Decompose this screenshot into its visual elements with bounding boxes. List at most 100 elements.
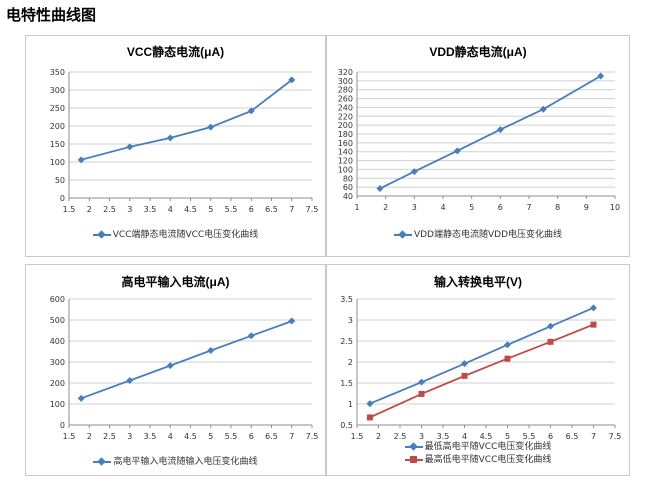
legend-entry: 最高低电平随VCC电压变化曲线 bbox=[327, 454, 629, 467]
data-point bbox=[418, 378, 425, 386]
y-tick-label: 2.5 bbox=[340, 337, 353, 346]
x-tick-label: 6 bbox=[498, 203, 503, 212]
chart-legend: 高电平输入电流随输入电压变化曲线 bbox=[26, 456, 325, 469]
x-tick-label: 5 bbox=[208, 205, 213, 214]
y-tick-label: 80 bbox=[343, 174, 353, 183]
chart-plot-area: 0 100 200 300 400 500 600 1.5 2 2.5 3 3.5 4 4.5 5 5.5 6 6… bbox=[50, 295, 319, 441]
x-tick-label: 8 bbox=[555, 203, 560, 212]
y-tick-label: 100 bbox=[338, 165, 353, 174]
legend-swatch bbox=[404, 442, 423, 451]
data-point bbox=[126, 143, 134, 151]
data-point bbox=[539, 105, 547, 113]
x-tick-label: 7.5 bbox=[609, 432, 622, 441]
data-point bbox=[366, 414, 373, 421]
legend-label: 最低高电平随VCC电压变化曲线 bbox=[424, 442, 552, 452]
legend-swatch bbox=[393, 230, 412, 239]
legend-entry: 高电平输入电流随输入电压变化曲线 bbox=[26, 456, 325, 469]
chart-legend: VCC端静态电流随VCC电压变化曲线 bbox=[26, 229, 325, 242]
x-tick-label: 10 bbox=[610, 203, 620, 212]
x-tick-label: 4 bbox=[440, 203, 445, 212]
chart-plot-area: 0.5 1 1.5 2 2.5 3 3.5 1.5 2 2.5 3 3.5 4 4.5 5 5.5 6 6.5 7 7… bbox=[340, 295, 622, 441]
chart-panel-vdd-quiescent-current: VDD静态电流(μA) 40 60 80 100 120 140 160 180 200 220 2… bbox=[326, 35, 630, 257]
x-tick-label: 6.5 bbox=[265, 205, 278, 214]
y-tick-label: 120 bbox=[338, 157, 353, 166]
x-tick-label: 1 bbox=[354, 203, 359, 212]
data-point bbox=[504, 355, 511, 362]
x-tick-label: 6 bbox=[249, 432, 254, 441]
x-tick-label: 1.5 bbox=[351, 432, 364, 441]
y-tick-label: 100 bbox=[50, 158, 65, 167]
x-tick-label: 2.5 bbox=[394, 432, 407, 441]
y-tick-label: 200 bbox=[338, 121, 353, 130]
chart-panel-vcc-quiescent-current: VCC静态电流(μA) 0 50 100 150 200 250 300 350 1.5 2 2.5… bbox=[25, 35, 326, 257]
x-tick-label: 3.5 bbox=[144, 205, 157, 214]
chart-legend: VDD端静态电流随VDD电压变化曲线 bbox=[327, 229, 629, 242]
data-point bbox=[410, 168, 418, 176]
legend-swatch bbox=[404, 455, 423, 464]
y-tick-label: 320 bbox=[338, 68, 353, 77]
x-tick-label: 7.5 bbox=[306, 432, 319, 441]
x-tick-label: 3 bbox=[412, 203, 417, 212]
data-point bbox=[77, 156, 85, 164]
x-tick-label: 5 bbox=[505, 432, 510, 441]
x-tick-label: 5 bbox=[469, 203, 474, 212]
y-tick-label: 60 bbox=[343, 183, 353, 192]
data-point bbox=[590, 304, 597, 312]
data-point bbox=[461, 360, 468, 368]
data-point bbox=[590, 321, 597, 328]
x-tick-label: 7 bbox=[289, 205, 294, 214]
data-point bbox=[547, 322, 554, 330]
x-tick-label: 2 bbox=[376, 432, 381, 441]
data-point bbox=[126, 376, 134, 384]
legend-swatch bbox=[92, 230, 111, 239]
y-tick-label: 500 bbox=[50, 316, 65, 325]
x-tick-label: 9 bbox=[584, 203, 589, 212]
y-tick-label: 600 bbox=[50, 295, 65, 304]
data-point bbox=[496, 126, 504, 134]
x-tick-label: 6 bbox=[249, 205, 254, 214]
y-tick-label: 280 bbox=[338, 86, 353, 95]
y-tick-label: 240 bbox=[338, 103, 353, 112]
x-tick-label: 5.5 bbox=[225, 432, 238, 441]
y-tick-label: 300 bbox=[338, 77, 353, 86]
chart-panel-high-level-input-current: 高电平输入电流(μA) 0 100 200 300 400 500 600 1.5 2 2.5 3 3… bbox=[25, 264, 326, 476]
data-point bbox=[207, 346, 215, 354]
y-tick-label: 200 bbox=[50, 122, 65, 131]
x-tick-label: 6.5 bbox=[566, 432, 579, 441]
x-tick-label: 7.5 bbox=[306, 205, 319, 214]
legend-swatch bbox=[93, 457, 112, 466]
y-tick-label: 150 bbox=[50, 140, 65, 149]
data-point bbox=[376, 184, 384, 192]
y-tick-label: 140 bbox=[338, 148, 353, 157]
x-tick-label: 2 bbox=[87, 432, 92, 441]
x-tick-label: 4.5 bbox=[480, 432, 493, 441]
y-tick-label: 40 bbox=[343, 192, 353, 201]
data-point bbox=[418, 390, 425, 397]
y-tick-label: 350 bbox=[50, 68, 65, 77]
legend-label: VDD端静态电流随VDD电压变化曲线 bbox=[413, 230, 563, 240]
x-tick-label: 1.5 bbox=[63, 205, 76, 214]
y-tick-label: 400 bbox=[50, 337, 65, 346]
data-point bbox=[247, 107, 255, 115]
x-tick-label: 4 bbox=[168, 432, 173, 441]
series-line bbox=[80, 320, 293, 400]
legend-label: 最高低电平随VCC电压变化曲线 bbox=[424, 455, 552, 465]
y-tick-label: 260 bbox=[338, 95, 353, 104]
legend-entry: VCC端静态电流随VCC电压变化曲线 bbox=[26, 229, 325, 242]
y-tick-label: 100 bbox=[50, 400, 65, 409]
x-tick-label: 4 bbox=[462, 432, 467, 441]
x-tick-label: 1.5 bbox=[63, 432, 76, 441]
x-tick-label: 6.5 bbox=[265, 432, 278, 441]
chart-title: VDD静态电流(μA) bbox=[429, 45, 527, 59]
y-tick-label: 3.5 bbox=[340, 295, 353, 304]
data-point bbox=[77, 394, 85, 402]
y-tick-label: 300 bbox=[50, 86, 65, 95]
x-tick-label: 4.5 bbox=[184, 432, 197, 441]
chart-plot-area: 0 50 100 150 200 250 300 350 1.5 2 2.5 3 3.5 4 4.5 5 5.5… bbox=[50, 68, 319, 214]
data-point bbox=[461, 372, 468, 379]
y-tick-label: 160 bbox=[338, 139, 353, 148]
data-point bbox=[207, 123, 215, 131]
x-tick-label: 4.5 bbox=[184, 205, 197, 214]
x-tick-label: 2 bbox=[383, 203, 388, 212]
chart-title: VCC静态电流(μA) bbox=[126, 45, 225, 59]
